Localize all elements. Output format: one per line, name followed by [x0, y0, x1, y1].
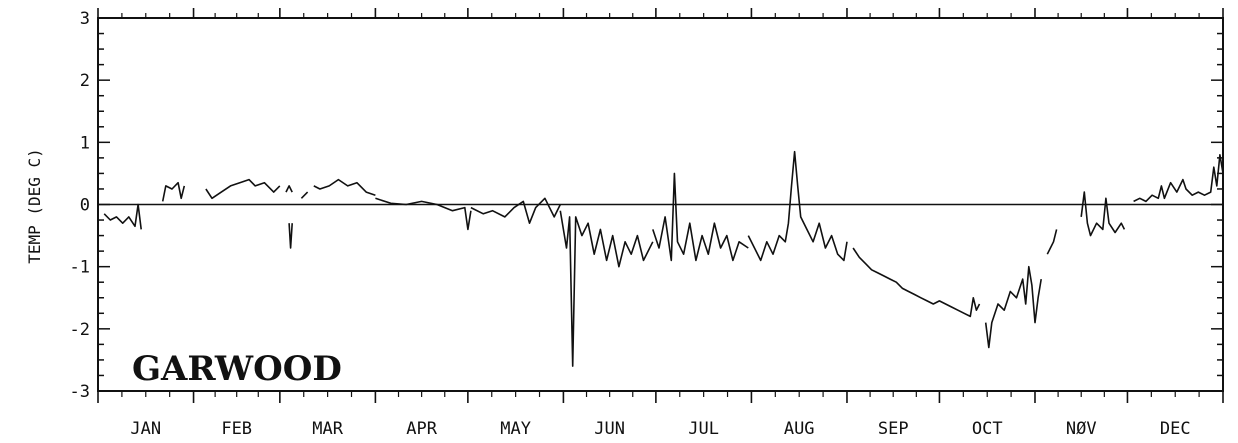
- x-month-label: SEP: [878, 419, 909, 439]
- x-month-label: JUN: [594, 419, 625, 439]
- y-tick-label: 2: [80, 71, 90, 91]
- temperature-line-segment: [205, 178, 281, 200]
- temperature-line-segment: [161, 181, 186, 202]
- temperature-line-segment: [300, 191, 309, 199]
- temperature-line-segment: [375, 197, 472, 231]
- y-tick-label: 3: [80, 9, 90, 29]
- x-month-label: APR: [406, 419, 437, 439]
- x-month-label: JAN: [130, 419, 161, 439]
- temperature-line-segment: [103, 203, 142, 230]
- temperature-line-segment: [652, 172, 749, 262]
- x-month-label: FEB: [221, 419, 252, 439]
- x-month-label: JUL: [688, 419, 719, 439]
- temperature-line-segment: [285, 185, 293, 193]
- x-month-label: NØV: [1066, 419, 1097, 439]
- temperature-line-segment: [852, 247, 981, 318]
- temperature-line-segment: [313, 178, 376, 196]
- y-tick-label: -1: [70, 258, 90, 278]
- x-month-label: MAY: [500, 419, 531, 439]
- y-tick-label: -2: [70, 320, 90, 340]
- temperature-line-segment: [1133, 154, 1224, 203]
- y-tick-label: 0: [80, 196, 90, 216]
- temperature-line-segment: [470, 197, 562, 224]
- x-month-label: AUG: [784, 419, 815, 439]
- temperature-line-segment: [1046, 229, 1058, 255]
- temperature-line-segment: [288, 223, 293, 249]
- plot-frame: [97, 17, 1224, 392]
- y-axis: -3 -2 -1 0 1 2 3: [70, 9, 1223, 402]
- temperature-series: [103, 150, 1224, 367]
- x-month-label: OCT: [972, 419, 1003, 439]
- temperature-line-segment: [747, 150, 848, 262]
- station-name-label: GARWOOD: [132, 349, 342, 389]
- x-month-label: DEC: [1160, 419, 1191, 439]
- y-axis-label: TEMP (DEG C): [25, 148, 44, 264]
- temperature-line-segment: [984, 265, 1042, 349]
- y-tick-label: 1: [80, 133, 90, 153]
- y-tick-label: -3: [70, 382, 90, 402]
- temperature-line-segment: [559, 210, 654, 367]
- x-month-label: MAR: [312, 419, 343, 439]
- x-axis: JAN FEB MAR APR MAY JUN JUL AUG SEP OCT NØV DEC: [97, 8, 1224, 439]
- temperature-line-segment: [1080, 191, 1126, 237]
